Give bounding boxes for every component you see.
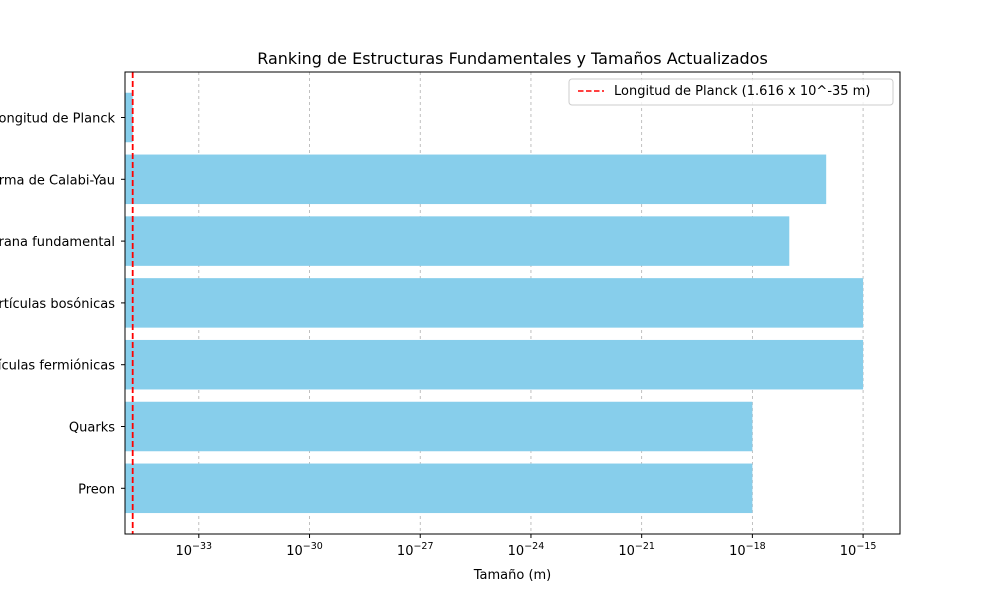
chart-title: Ranking de Estructuras Fundamentales y T… — [257, 49, 768, 68]
y-tick-label: Partículas bosónicas — [0, 297, 115, 312]
bar — [125, 463, 753, 514]
x-tick-base: 10 — [397, 544, 414, 559]
x-tick-exponent: −18 — [746, 541, 766, 552]
x-tick-label: 10−21 — [618, 541, 655, 559]
x-tick-base: 10 — [508, 544, 525, 559]
x-tick-label: 10−18 — [729, 541, 766, 559]
y-tick-label: Forma de Calabi-Yau — [0, 173, 115, 188]
x-axis: 10−33 10−30 10−27 10−24 10−21 10−18 10−15 — [176, 534, 877, 559]
y-axis: Longitud de Planck Forma de Calabi-Yau Mem… — [0, 112, 125, 497]
x-tick-exponent: −15 — [856, 541, 876, 552]
legend: Longitud de Planck (1.616 x 10^-35 m) — [568, 78, 894, 106]
x-tick-base: 10 — [286, 544, 303, 559]
x-tick-label: 10−24 — [508, 541, 545, 559]
x-tick-base: 10 — [729, 544, 746, 559]
x-tick-exponent: −27 — [413, 541, 433, 552]
y-tick-label: Membrana fundamental — [0, 235, 115, 250]
bars — [125, 92, 864, 514]
x-axis-label: Tamaño (m) — [473, 568, 552, 583]
x-tick-exponent: −30 — [303, 541, 323, 552]
y-tick-label: Preon — [78, 482, 115, 497]
x-tick-exponent: −21 — [635, 541, 655, 552]
x-tick-label: 10−33 — [176, 541, 213, 559]
x-tick-label: 10−30 — [286, 541, 323, 559]
x-tick-base: 10 — [618, 544, 635, 559]
bar — [125, 92, 133, 143]
legend-box — [568, 78, 894, 106]
y-tick-label: Longitud de Planck — [0, 112, 115, 127]
x-tick-exponent: −24 — [524, 541, 544, 552]
x-tick-exponent: −33 — [192, 541, 212, 552]
bar — [125, 278, 864, 328]
bar — [125, 216, 790, 266]
bar — [125, 401, 753, 452]
y-tick-label: Quarks — [69, 421, 115, 436]
bar — [125, 339, 864, 390]
x-tick-base: 10 — [840, 544, 857, 559]
bar — [125, 154, 827, 205]
legend-label: Longitud de Planck (1.616 x 10^-35 m) — [614, 84, 870, 99]
x-tick-label: 10−27 — [397, 541, 434, 559]
x-tick-label: 10−15 — [840, 541, 877, 559]
y-tick-label: Partículas fermiónicas — [0, 359, 115, 374]
x-tick-base: 10 — [176, 544, 193, 559]
